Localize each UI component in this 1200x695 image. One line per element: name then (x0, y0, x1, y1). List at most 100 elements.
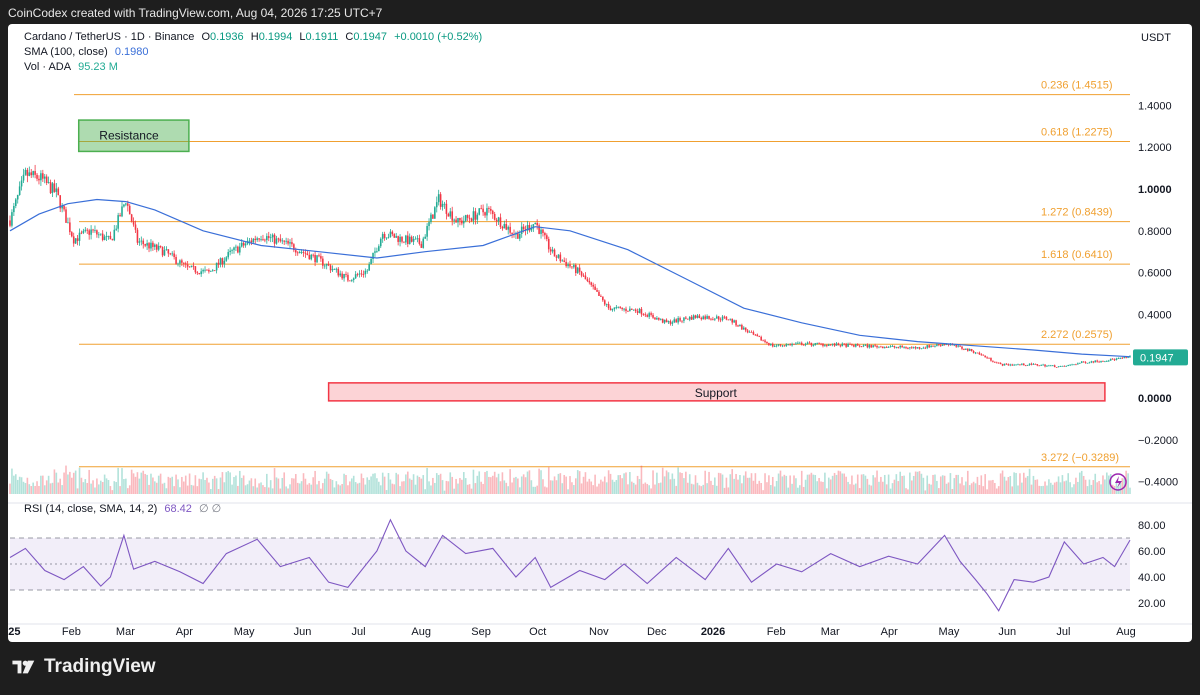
volume-bar (267, 487, 270, 494)
volume-bar (885, 484, 888, 494)
candle-body (918, 347, 921, 349)
volume-bar (683, 478, 685, 494)
volume-bar (1055, 481, 1058, 494)
volume-bar (505, 482, 508, 494)
volume-bar (658, 483, 660, 494)
candle-body (252, 238, 255, 243)
candle-body (42, 173, 44, 179)
volume-bar (515, 476, 517, 494)
volume-bar (582, 476, 585, 494)
volume-bar (279, 488, 282, 494)
volume-bar (204, 479, 206, 494)
volume-bar (719, 473, 722, 494)
volume-bar (418, 476, 421, 494)
volume-bar (244, 485, 247, 494)
candle-body (841, 343, 844, 347)
candle-body (712, 318, 714, 320)
candle-body (126, 203, 129, 206)
volume-bar (741, 483, 743, 494)
y-tick-label: 0.4000 (1138, 309, 1172, 321)
candle-body (40, 173, 42, 181)
candle-body (217, 262, 220, 265)
candle-body (132, 221, 135, 225)
candle-body (154, 244, 156, 247)
candle-body (536, 222, 538, 226)
candle-body (43, 176, 46, 179)
volume-bar (105, 478, 108, 494)
volume-bar (213, 475, 216, 494)
candle-body (853, 345, 855, 347)
candle-body (528, 225, 531, 231)
volume-bar (167, 476, 170, 494)
volume-bar (1013, 472, 1015, 494)
fib-level-label: 2.272 (0.2575) (1041, 329, 1113, 341)
y-tick-label: 1.2000 (1138, 142, 1172, 154)
candle-body (464, 215, 467, 221)
volume-bar (953, 478, 956, 494)
candle-body (45, 176, 48, 183)
volume-bar (824, 472, 826, 494)
candle-body (1024, 365, 1027, 367)
volume-bar (671, 473, 674, 494)
volume-bar (992, 479, 994, 494)
volume-bar (661, 467, 664, 494)
volume-bar (1063, 481, 1066, 494)
candle-body (63, 205, 65, 210)
candle-body (379, 238, 382, 247)
candle-body (368, 264, 370, 271)
volume-bar (835, 474, 838, 494)
volume-bar (598, 483, 600, 494)
candle-body (1119, 357, 1122, 359)
candle-body (350, 279, 353, 281)
candle-body (650, 313, 652, 315)
candle-body (538, 225, 540, 234)
volume-bar (547, 467, 550, 494)
candle-body (907, 348, 909, 349)
x-tick-label: Dec (647, 626, 667, 638)
volume-bar (343, 473, 345, 494)
candle-body (173, 253, 175, 258)
candle-body (1121, 357, 1124, 359)
volume-bar (1046, 485, 1048, 494)
candle-body (692, 315, 695, 320)
candle-body (155, 244, 158, 250)
volume-bar (314, 470, 316, 494)
candle-body (700, 318, 703, 320)
candle-body (13, 206, 15, 213)
volume-bar (928, 483, 930, 494)
volume-bar (613, 481, 616, 494)
volume-bar (53, 469, 56, 494)
candle-body (202, 269, 204, 272)
candle-body (602, 296, 604, 301)
candle-body (578, 267, 581, 272)
candle-body (208, 269, 210, 272)
candle-body (872, 345, 874, 348)
candle-body (194, 266, 197, 273)
candle-body (669, 321, 672, 324)
candle-body (424, 236, 426, 239)
candle-body (130, 214, 133, 222)
volume-bar (559, 473, 562, 494)
candle-body (511, 232, 513, 234)
candle-body (658, 317, 660, 320)
currency-label[interactable]: USDT (1141, 32, 1171, 44)
chart-canvas[interactable]: 1.40001.20001.00000.80000.60000.40000.20… (8, 24, 1192, 642)
volume-bar (499, 481, 502, 494)
volume-bar (609, 473, 612, 494)
volume-bar (490, 477, 492, 494)
volume-bar (932, 474, 934, 494)
volume-bar (816, 481, 818, 494)
volume-bar (644, 482, 647, 494)
candle-body (827, 344, 830, 346)
candle-body (258, 238, 260, 240)
volume-bar (945, 483, 948, 494)
close-value: 0.1947 (353, 31, 388, 43)
volume-bar (1096, 482, 1098, 494)
candle-body (271, 234, 274, 238)
candle-body (171, 253, 174, 255)
volume-bar (777, 473, 780, 494)
volume-bar (783, 474, 786, 494)
candle-body (327, 264, 330, 266)
volume-bar (430, 485, 432, 494)
volume-bar (551, 480, 554, 494)
